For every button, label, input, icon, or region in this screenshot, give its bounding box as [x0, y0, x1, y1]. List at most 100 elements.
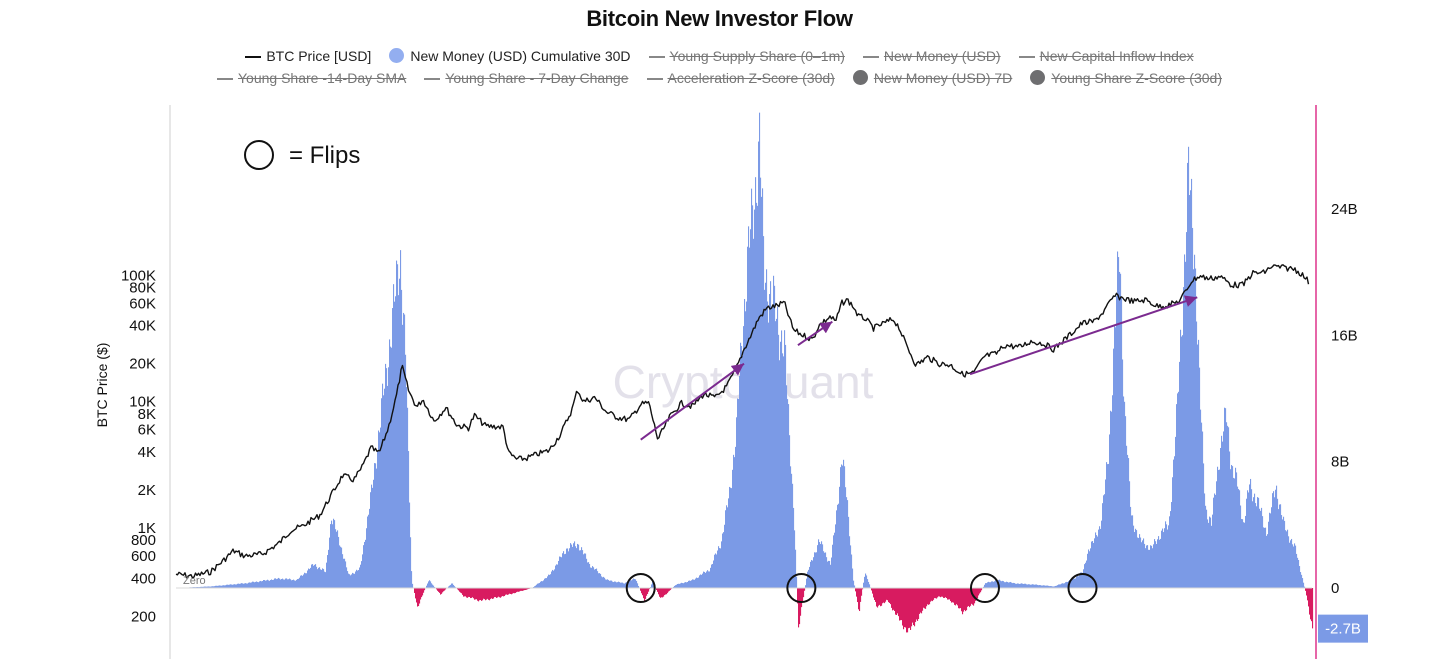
flow-bar: [1240, 505, 1242, 588]
flow-bar: [718, 546, 720, 588]
flow-bar: [902, 588, 904, 626]
legend-item[interactable]: Young Share - 7-Day Change: [424, 70, 629, 86]
flow-bar: [859, 588, 861, 612]
flow-bar: [799, 588, 801, 625]
flow-bar: [572, 546, 574, 588]
legend-item[interactable]: Acceleration Z-Score (30d): [646, 70, 835, 86]
flow-bar: [218, 585, 220, 588]
flow-bar: [904, 588, 906, 628]
flow-bar: [817, 545, 819, 588]
flow-bar: [670, 588, 672, 590]
legend-line-icon: [646, 78, 663, 81]
flow-bar: [1246, 498, 1248, 588]
flow-bar: [1239, 490, 1241, 588]
flow-bar: [1088, 549, 1090, 588]
flow-bar: [1265, 527, 1267, 588]
flow-bar: [1112, 395, 1114, 588]
flow-bar: [1116, 296, 1118, 588]
flow-bar: [795, 549, 797, 588]
flow-bar: [242, 583, 244, 588]
legend-item[interactable]: New Money (USD) Cumulative 30D: [389, 48, 631, 64]
flow-bar: [1071, 580, 1073, 588]
flow-bar: [1300, 572, 1302, 588]
flow-bar: [760, 177, 762, 589]
flow-bar: [228, 584, 230, 588]
flow-bar: [926, 588, 928, 607]
flow-bar: [618, 581, 620, 588]
flow-bar: [830, 564, 832, 588]
flow-bar: [816, 552, 818, 588]
flow-bar: [1163, 532, 1165, 588]
flow-bar: [739, 375, 741, 588]
flow-bar: [660, 588, 662, 598]
flow-bar: [1229, 451, 1231, 588]
flow-bar: [993, 581, 995, 588]
flow-bar: [1180, 329, 1182, 588]
legend-item[interactable]: New Capital Inflow Index: [1018, 48, 1194, 64]
flow-bar: [207, 586, 209, 588]
flow-bar: [1281, 515, 1283, 588]
flow-bar: [919, 588, 921, 614]
legend-item[interactable]: New Money (USD): [862, 48, 1001, 64]
flow-bar: [652, 581, 654, 588]
flow-bar: [789, 435, 791, 588]
flow-bar: [560, 556, 562, 588]
flow-bar: [272, 580, 274, 588]
legend-item[interactable]: Young Supply Share (0–1m): [648, 48, 845, 64]
flow-bar: [939, 588, 941, 597]
left-tick-label: 80K: [129, 280, 156, 297]
flow-bar: [336, 531, 338, 588]
flow-bar: [474, 588, 476, 600]
flow-bar: [1294, 543, 1296, 588]
flow-bar: [313, 565, 315, 588]
flow-bar: [974, 588, 976, 604]
flow-bar: [988, 581, 990, 588]
flow-bar: [1087, 553, 1089, 588]
flow-bar: [204, 586, 206, 588]
flow-bar: [581, 547, 583, 588]
flow-bar: [219, 585, 221, 588]
flow-bar: [516, 588, 518, 593]
legend-item[interactable]: Young Share Z-Score (30d): [1030, 70, 1222, 86]
flow-bar: [889, 588, 891, 603]
flow-bar: [264, 580, 266, 588]
legend-item[interactable]: Young Share -14-Day SMA: [216, 70, 406, 86]
flow-bar: [518, 588, 520, 592]
flow-bar: [265, 580, 267, 588]
flow-bar: [583, 554, 585, 588]
flow-bar: [1095, 532, 1097, 588]
flow-bar: [1130, 506, 1132, 588]
flow-bar: [1151, 545, 1153, 588]
flow-bar: [395, 296, 397, 588]
legend-label: New Money (USD) Cumulative 30D: [410, 48, 631, 64]
flow-bar: [999, 579, 1001, 588]
flow-bar: [707, 570, 709, 588]
flow-bar: [687, 581, 689, 588]
flow-bar: [886, 588, 888, 600]
flow-bar: [419, 588, 421, 604]
flow-bar: [290, 579, 292, 588]
legend-item[interactable]: New Money (USD) 7D: [852, 70, 1012, 86]
flow-bar: [283, 579, 285, 588]
flow-bar: [880, 588, 882, 607]
flow-bar: [1019, 583, 1021, 588]
flow-bar: [578, 544, 580, 588]
flow-bar: [959, 588, 961, 609]
flow-bar: [922, 588, 924, 611]
flow-bar: [1016, 583, 1018, 588]
flow-bar: [1301, 574, 1303, 588]
flow-bar: [782, 353, 784, 588]
flow-bar: [810, 561, 812, 588]
flow-bar: [1141, 542, 1143, 588]
flow-bar: [1248, 492, 1250, 588]
flow-bar: [975, 588, 977, 601]
flow-bar: [818, 539, 820, 588]
flow-bar: [367, 516, 369, 588]
flow-bar: [429, 580, 431, 588]
flow-bar: [797, 588, 799, 604]
flow-bar: [488, 588, 490, 600]
flow-bar: [451, 583, 453, 588]
left-tick-label: 2K: [138, 482, 156, 499]
legend-item[interactable]: BTC Price [USD]: [245, 48, 371, 64]
flow-bar: [676, 584, 678, 588]
